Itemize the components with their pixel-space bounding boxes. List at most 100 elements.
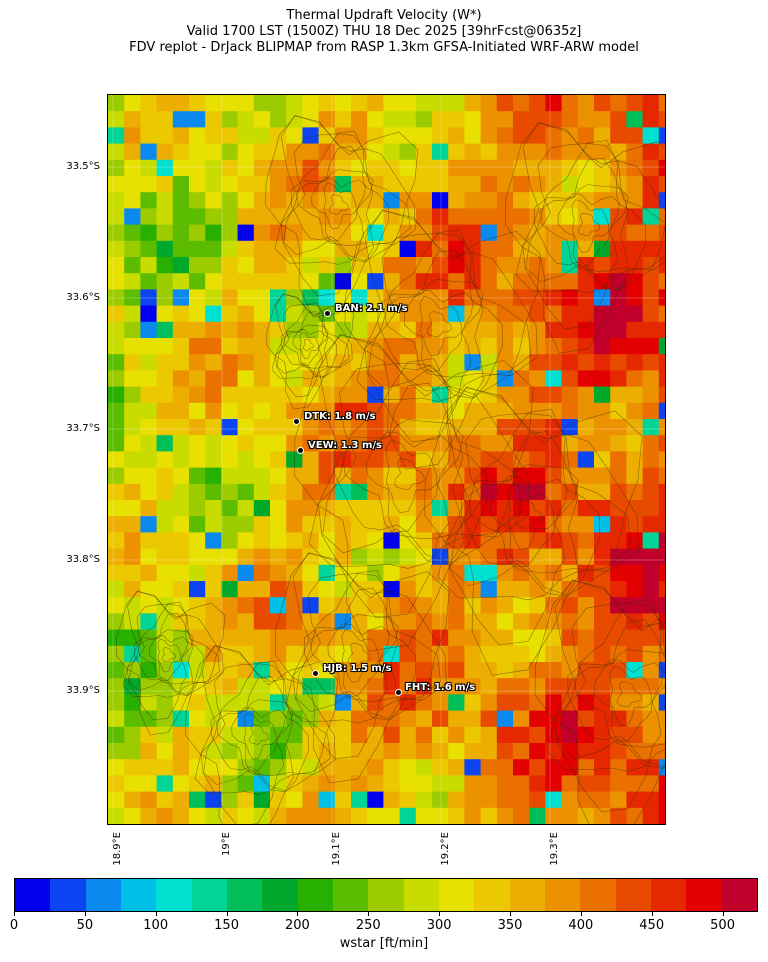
map-subtitle-model: FDV replot - DrJack BLIPMAP from RASP 1.… bbox=[129, 40, 639, 55]
grid-cell bbox=[464, 564, 482, 582]
grid-cell bbox=[480, 289, 498, 307]
station-marker-ban[interactable] bbox=[324, 310, 331, 317]
grid-cell bbox=[318, 435, 336, 452]
grid-cell bbox=[172, 273, 190, 290]
grid-cell bbox=[302, 710, 320, 728]
colorbar-swatch bbox=[156, 879, 192, 911]
grid-cell bbox=[189, 143, 206, 161]
colorbar-tick-mark bbox=[580, 912, 582, 916]
station-marker-dtk[interactable] bbox=[293, 418, 300, 425]
grid-cell bbox=[237, 532, 255, 550]
grid-cell bbox=[189, 435, 206, 452]
grid-cell bbox=[302, 629, 320, 647]
grid-cell bbox=[513, 95, 530, 112]
grid-cell bbox=[513, 289, 530, 307]
grid-cell bbox=[529, 581, 546, 598]
grid-cell bbox=[642, 338, 660, 355]
grid-cell bbox=[594, 548, 611, 566]
grid-cell bbox=[221, 629, 239, 647]
grid-cell bbox=[172, 192, 190, 209]
contour-line bbox=[293, 334, 534, 652]
grid-cell bbox=[480, 402, 498, 420]
grid-cell bbox=[270, 370, 287, 388]
station-marker-hjb[interactable] bbox=[312, 670, 319, 677]
grid-cell bbox=[448, 500, 465, 517]
grid-cell bbox=[480, 597, 498, 614]
grid-cell bbox=[108, 370, 125, 388]
grid-cell bbox=[529, 127, 546, 145]
grid-cell bbox=[529, 305, 546, 323]
grid-cell bbox=[108, 548, 125, 566]
grid-cell bbox=[480, 694, 498, 712]
grid-cell bbox=[172, 791, 190, 809]
colorbar-swatch bbox=[226, 879, 263, 911]
grid-cell bbox=[610, 208, 627, 226]
grid-cell bbox=[529, 354, 546, 371]
grid-cell bbox=[237, 483, 255, 501]
grid-cell bbox=[205, 289, 222, 307]
station-marker-fht[interactable] bbox=[395, 689, 402, 696]
grid-cell bbox=[270, 645, 287, 663]
grid-cell bbox=[480, 710, 498, 728]
grid-cell bbox=[318, 419, 336, 436]
grid-cell bbox=[658, 629, 665, 647]
grid-cell bbox=[415, 532, 433, 550]
grid-cell bbox=[610, 95, 627, 112]
grid-cell bbox=[399, 743, 417, 760]
grid-cell bbox=[156, 111, 174, 128]
grid-cell bbox=[642, 662, 660, 679]
grid-cell bbox=[270, 305, 287, 323]
grid-cell bbox=[221, 370, 239, 388]
grid-cell bbox=[513, 435, 530, 452]
grid-cell bbox=[124, 240, 141, 258]
grid-cell bbox=[626, 208, 644, 226]
grid-cell bbox=[140, 759, 158, 776]
grid-cell bbox=[432, 694, 449, 712]
grid-cell bbox=[253, 321, 271, 339]
grid-cell bbox=[415, 273, 433, 290]
contour-line bbox=[574, 649, 665, 748]
grid-cell bbox=[205, 483, 222, 501]
grid-cell bbox=[124, 694, 141, 712]
grid-cell bbox=[642, 95, 660, 112]
grid-cell bbox=[140, 257, 158, 274]
station-marker-vew[interactable] bbox=[297, 447, 304, 454]
grid-cell bbox=[334, 726, 352, 744]
grid-cell bbox=[415, 743, 433, 760]
grid-cell bbox=[480, 273, 498, 290]
grid-cell bbox=[432, 159, 449, 177]
grid-cell bbox=[172, 338, 190, 355]
grid-cell bbox=[545, 597, 563, 614]
grid-cell bbox=[383, 273, 401, 290]
grid-cell bbox=[221, 824, 238, 825]
grid-cell bbox=[189, 483, 206, 501]
thermal-map[interactable] bbox=[107, 94, 666, 825]
colorbar-tick-mark bbox=[439, 912, 441, 916]
contour-line bbox=[274, 133, 411, 265]
grid-cell bbox=[108, 159, 125, 177]
grid-cell bbox=[513, 613, 530, 631]
grid-cell bbox=[383, 143, 401, 161]
colorbar-swatch bbox=[509, 879, 545, 911]
grid-cell bbox=[658, 597, 665, 614]
contour-line bbox=[292, 329, 325, 367]
grid-cell bbox=[496, 726, 514, 744]
grid-cell bbox=[237, 224, 255, 242]
grid-cell bbox=[383, 807, 401, 824]
grid-cell bbox=[658, 224, 665, 242]
grid-cell bbox=[108, 775, 125, 793]
grid-cell bbox=[351, 273, 368, 290]
grid-cell bbox=[594, 775, 611, 793]
grid-cell bbox=[432, 500, 449, 517]
grid-cell bbox=[448, 532, 465, 550]
grid-cell bbox=[108, 759, 125, 776]
grid-cell bbox=[124, 467, 141, 485]
grid-cell bbox=[448, 824, 465, 825]
grid-cell bbox=[513, 143, 530, 161]
grid-cell bbox=[496, 581, 514, 598]
grid-cell bbox=[221, 354, 239, 371]
contour-line bbox=[468, 463, 579, 574]
grid-cell bbox=[124, 824, 141, 825]
grid-cell bbox=[156, 208, 174, 226]
grid-cell bbox=[383, 111, 401, 128]
